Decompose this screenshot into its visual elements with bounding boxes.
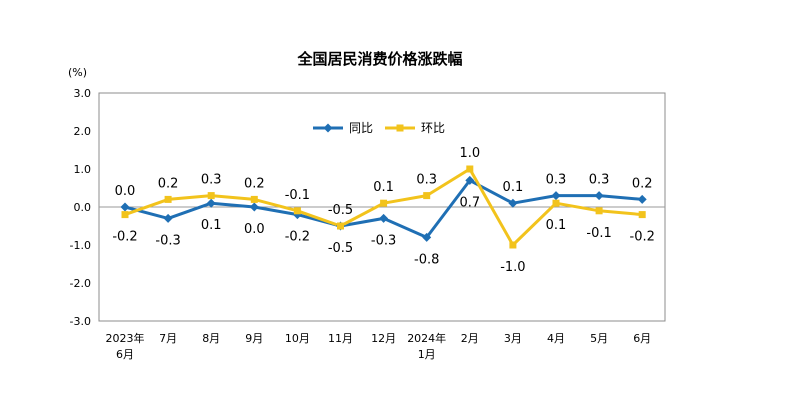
x-tick-label: 6月: [633, 332, 651, 345]
y-tick-label: 2.0: [74, 125, 92, 138]
data-label: -0.1: [285, 188, 310, 203]
data-point: [379, 213, 389, 223]
data-point: [595, 207, 603, 215]
data-label: 0.2: [632, 176, 653, 191]
data-label: 0.7: [459, 195, 480, 210]
data-labels: 0.0 -0.2 0.2 -0.3 0.3 0.1 0.2 0.0 -0.1 -0.2 -0.5 -0…: [112, 146, 655, 275]
x-tick-label: 4月: [547, 332, 565, 345]
x-tick-label: 2023年: [106, 331, 145, 345]
y-tick-label: 0.0: [74, 201, 92, 214]
data-label: 0.3: [589, 173, 610, 188]
data-label: -0.3: [371, 233, 396, 248]
data-label: -1.0: [500, 260, 525, 275]
data-label: 0.0: [115, 184, 136, 199]
data-label: 0.2: [244, 176, 265, 191]
y-axis: 3.0 2.0 1.0 0.0 -1.0 -2.0 -3.0: [70, 87, 91, 328]
series-layer: [120, 165, 647, 249]
data-point: [249, 202, 259, 212]
data-point: [164, 195, 172, 203]
x-tick-label: 6月: [116, 348, 134, 361]
legend-marker: [396, 124, 404, 132]
y-tick-label: 1.0: [74, 163, 92, 176]
data-label: 0.1: [546, 218, 567, 233]
x-tick-label: 7月: [159, 332, 177, 345]
legend-marker: [323, 123, 333, 133]
data-point: [466, 165, 474, 173]
y-tick-label: -2.0: [70, 277, 91, 290]
legend-label: 同比: [349, 121, 373, 135]
data-label: 0.3: [546, 173, 567, 188]
data-point: [594, 191, 604, 201]
data-point: [508, 198, 518, 208]
y-unit-label: (%): [68, 66, 87, 79]
data-label: 0.3: [201, 173, 222, 188]
y-tick-label: -1.0: [70, 239, 91, 252]
x-tick-label: 5月: [590, 332, 608, 345]
x-tick-label: 11月: [328, 332, 353, 345]
x-tick-label: 1月: [418, 348, 436, 361]
x-tick-label: 8月: [202, 332, 220, 345]
data-label: 0.1: [503, 180, 524, 195]
data-point: [250, 195, 258, 203]
data-point: [121, 211, 129, 219]
data-label: -0.8: [414, 252, 439, 267]
chart-title: 全国居民消费价格涨跌幅: [296, 50, 462, 68]
legend-label: 环比: [421, 121, 445, 135]
x-tick-label: 9月: [245, 332, 263, 345]
data-point: [423, 192, 431, 200]
data-label: 0.2: [158, 176, 179, 191]
x-tick-label: 2024年: [407, 331, 446, 345]
data-label: -0.2: [630, 230, 655, 245]
data-point: [509, 241, 517, 249]
data-point: [380, 199, 388, 207]
data-label: 0.1: [201, 218, 222, 233]
data-label: 0.1: [373, 180, 394, 195]
data-point: [552, 199, 560, 207]
data-point: [551, 191, 561, 201]
data-point: [293, 207, 301, 215]
y-tick-label: -3.0: [70, 315, 91, 328]
x-tick-label: 10月: [285, 332, 310, 345]
data-label: 0.0: [244, 222, 265, 237]
data-label: -0.3: [155, 233, 180, 248]
data-label: -0.5: [328, 241, 353, 256]
data-point: [207, 192, 215, 200]
legend: 同比 环比: [313, 121, 445, 135]
data-point: [206, 198, 216, 208]
data-point: [637, 194, 647, 204]
data-point: [337, 222, 344, 230]
y-tick-label: 3.0: [74, 87, 92, 100]
x-tick-label: 12月: [371, 332, 396, 345]
x-tick-label: 3月: [504, 332, 522, 345]
data-label: 1.0: [459, 146, 480, 161]
data-point: [163, 213, 173, 223]
data-point: [465, 175, 475, 185]
data-point: [120, 202, 130, 212]
x-tick-label: 2月: [461, 332, 479, 345]
x-axis: 2023年 6月 7月 8月 9月 10月 11月 12月 2024年 1月 2月 3月 4月 5月 6月: [106, 331, 652, 361]
data-label: -0.5: [328, 203, 353, 218]
data-label: -0.1: [586, 226, 611, 241]
data-label: -0.2: [285, 230, 310, 245]
data-label: 0.3: [416, 173, 437, 188]
data-label: -0.2: [112, 230, 137, 245]
data-point: [638, 211, 646, 219]
data-point: [422, 232, 432, 242]
